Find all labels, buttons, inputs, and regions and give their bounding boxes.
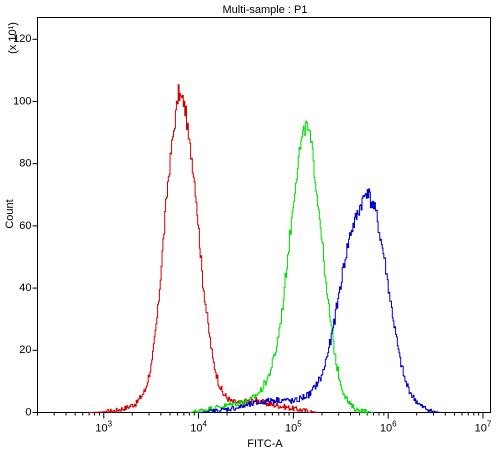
y-tick-label: 20 (19, 344, 31, 356)
x-tick-label: 105 (285, 420, 302, 435)
x-axis-label: FITC-A (247, 438, 283, 450)
y-scale-note: (x 10¹) (7, 22, 19, 54)
y-tick-label: 100 (13, 95, 31, 107)
x-axis-ticks: 103 104 105 106 107 (37, 412, 492, 435)
x-tick-label: 103 (95, 420, 112, 435)
series-layer (89, 84, 441, 413)
series-line-2 (189, 120, 374, 413)
y-axis-ticks: 0 20 40 60 80 100 120 (13, 33, 38, 418)
chart-title: Multi-sample : P1 (223, 4, 308, 16)
plot-frame (37, 17, 491, 413)
y-tick-label: 60 (19, 220, 31, 232)
series-line-1 (89, 84, 319, 413)
y-tick-label: 120 (13, 33, 31, 45)
series-line-3 (198, 188, 441, 413)
x-tick-label: 107 (475, 420, 492, 435)
y-axis-label: Count (4, 199, 16, 228)
y-tick-label: 0 (25, 406, 31, 418)
y-tick-label: 80 (19, 158, 31, 170)
x-tick-label: 106 (380, 420, 397, 435)
x-tick-label: 104 (190, 420, 207, 435)
y-tick-label: 40 (19, 282, 31, 294)
